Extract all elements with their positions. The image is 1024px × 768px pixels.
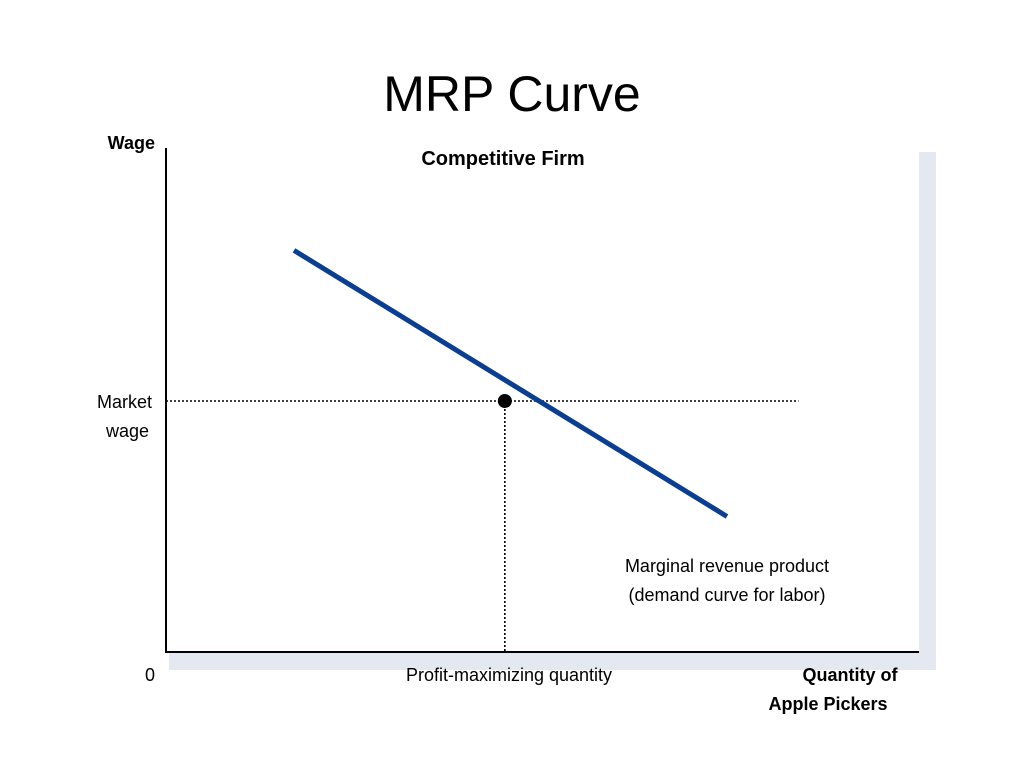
chart-title: Competitive Firm <box>421 148 584 170</box>
market-wage-label-line-2: wage <box>105 421 149 441</box>
x-axis-label-line-2: Apple Pickers <box>768 694 887 714</box>
profit-max-quantity-label: Profit-maximizing quantity <box>406 665 612 685</box>
mrp-curve-line <box>292 248 729 519</box>
market-wage-label-line-1: Market <box>97 392 152 412</box>
mrp-label-line-1: Marginal revenue product <box>625 556 829 576</box>
mrp-label-line-2: (demand curve for labor) <box>628 585 825 605</box>
equilibrium-point <box>497 394 512 408</box>
origin-label: 0 <box>145 665 155 685</box>
x-axis-label-line-1: Quantity of <box>803 665 899 685</box>
slide-title: MRP Curve <box>383 66 641 122</box>
y-axis-label: Wage <box>108 133 155 153</box>
